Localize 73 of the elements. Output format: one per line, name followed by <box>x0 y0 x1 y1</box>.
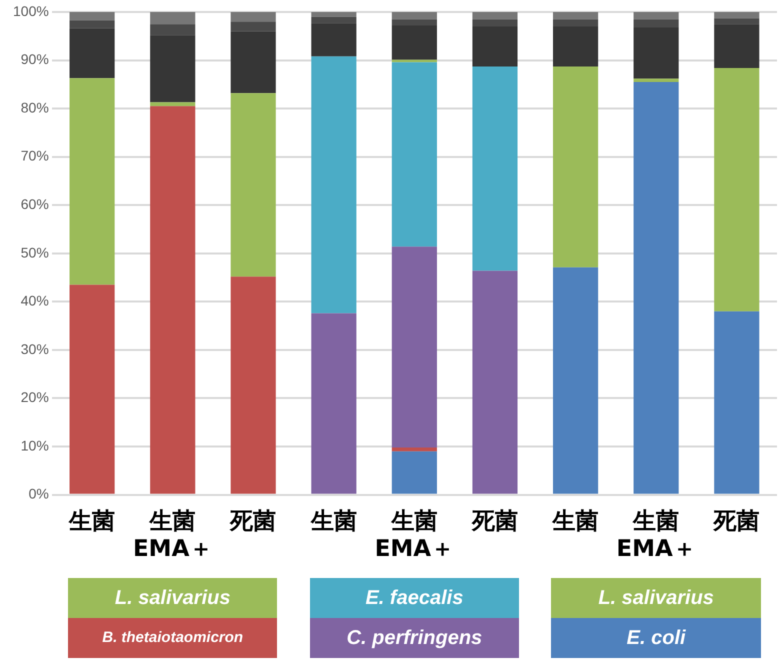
bar <box>714 18 760 24</box>
x-tick-label: 生菌 EMA＋ <box>616 508 696 562</box>
bar <box>472 26 518 67</box>
bar <box>472 19 518 26</box>
bar <box>392 447 437 452</box>
bar <box>552 19 598 26</box>
x-tick-label: 生菌 <box>310 508 357 535</box>
bar <box>230 31 276 94</box>
bar <box>634 12 679 20</box>
y-tick-label: 40% <box>20 292 49 309</box>
bar <box>70 12 115 20</box>
bar <box>392 19 437 26</box>
text: E. faecalis <box>310 578 520 618</box>
text: L. salivarius <box>551 578 761 618</box>
bar <box>634 82 679 494</box>
bar <box>230 22 276 32</box>
bar <box>714 311 760 494</box>
y-tick-label: 30% <box>20 340 49 357</box>
bar <box>392 246 437 448</box>
x-tick-label: 死菌 <box>229 508 276 535</box>
bar <box>70 284 115 494</box>
bar <box>311 16 356 24</box>
bar <box>552 267 598 494</box>
bar <box>714 68 760 312</box>
bar <box>311 23 356 56</box>
bar <box>311 313 356 494</box>
bar <box>230 12 276 22</box>
bar <box>150 35 196 102</box>
bar <box>634 27 679 79</box>
y-tick-label: 100% <box>12 2 49 19</box>
bar <box>634 78 679 82</box>
bar <box>634 19 679 28</box>
bar <box>714 24 760 68</box>
bar <box>150 102 196 106</box>
y-tick-label: 10% <box>20 437 49 454</box>
bar <box>230 93 276 277</box>
y-tick-label: 90% <box>20 51 49 68</box>
bar <box>150 106 196 494</box>
bar <box>70 28 115 78</box>
x-tick-label: 生菌 EMA＋ <box>374 508 454 562</box>
x-tick-label: 死菌 <box>712 508 760 535</box>
text: C. perfringens <box>310 618 520 658</box>
bar <box>472 12 518 20</box>
text: E. coli <box>551 618 761 658</box>
bar <box>70 20 115 28</box>
bar <box>714 12 760 18</box>
y-tick-label: 60% <box>20 196 49 212</box>
y-tick-label: 0% <box>28 486 49 502</box>
x-tick-label: 生菌 <box>68 508 116 535</box>
bar <box>392 451 437 494</box>
bar <box>311 12 356 17</box>
bar <box>392 26 437 60</box>
y-tick-label: 50% <box>20 244 49 260</box>
x-tick-label: 生菌 <box>552 508 599 535</box>
bar <box>472 66 518 271</box>
bar <box>150 24 196 36</box>
y-tick-label: 20% <box>20 389 49 406</box>
bar <box>472 270 518 494</box>
bar <box>70 78 115 285</box>
bar <box>552 12 598 20</box>
bar <box>392 12 437 20</box>
bar <box>552 66 598 268</box>
x-tick-label: 生菌 EMA＋ <box>132 508 212 562</box>
bar <box>311 56 356 314</box>
text: L. salivarius <box>114 587 230 609</box>
x-tick-label: 死菌 <box>470 508 518 535</box>
bar <box>392 62 437 247</box>
bar <box>230 276 276 494</box>
y-tick-label: 70% <box>20 148 49 164</box>
bar <box>150 12 196 24</box>
y-tick-label: 80% <box>20 99 49 116</box>
text: B. thetaiotaomicron <box>68 618 278 658</box>
bar <box>552 26 598 67</box>
